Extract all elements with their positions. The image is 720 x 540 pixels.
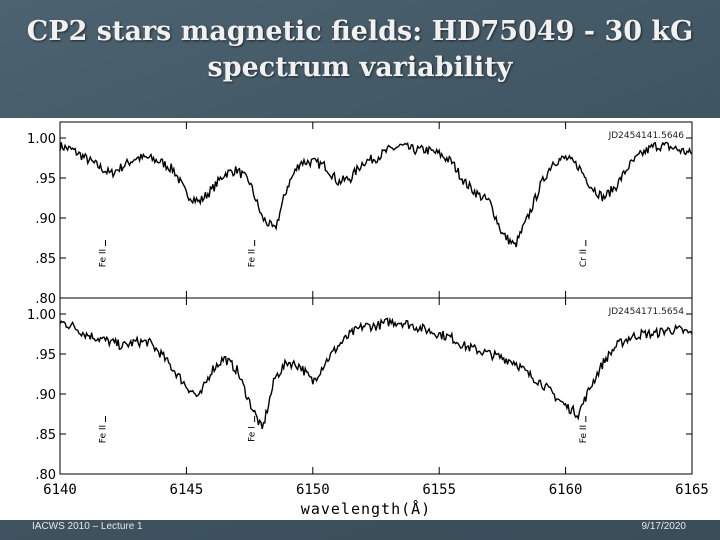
line-id-label: Fe II xyxy=(579,425,589,443)
y-tick-label: .85 xyxy=(35,252,56,267)
y-tick-label: .90 xyxy=(35,388,56,403)
figure-background xyxy=(0,118,720,520)
x-tick-label: 6160 xyxy=(549,482,583,498)
spectrum-figure: 1.00 .95 .90 .85 .80 JD2454141.5646 Fe II Fe II… xyxy=(0,118,720,520)
x-tick-label: 6145 xyxy=(170,482,204,498)
y-tick-label: .95 xyxy=(35,348,56,363)
panel-2-spectrum-line xyxy=(59,316,693,430)
y-tick-label: 1.00 xyxy=(27,132,56,147)
x-axis-label: wavelength(Å) xyxy=(301,499,431,518)
panel-2-jd-label: JD2454171.5654 xyxy=(608,307,685,317)
line-id-label: Fe II xyxy=(99,425,109,443)
x-tick-label: 6140 xyxy=(43,482,77,498)
x-tick-label: 6165 xyxy=(675,482,709,498)
slide-title-line-2: spectrum variability xyxy=(207,52,513,83)
footer-date: 9/17/2020 xyxy=(641,521,687,532)
panel-2-frame xyxy=(59,297,693,475)
line-id-label: Fe II xyxy=(99,249,109,267)
y-tick-label: .80 xyxy=(35,468,56,483)
x-tick-label: 6155 xyxy=(422,482,456,498)
y-tick-label: .95 xyxy=(35,172,56,187)
line-id-label: Fe II xyxy=(248,249,258,267)
y-tick-label: .80 xyxy=(35,292,56,307)
slide-title-line-1: CP2 stars magnetic fields: HD75049 - 30 … xyxy=(26,16,694,47)
footer-left: IACWS 2010 – Lecture 1 xyxy=(32,521,143,532)
y-tick-label: .90 xyxy=(35,212,56,227)
panel-1-jd-label: JD2454141.5646 xyxy=(608,131,685,141)
x-tick-label: 6150 xyxy=(296,482,330,498)
line-id-label: Fe I xyxy=(248,426,258,442)
slide-title: CP2 stars magnetic fields: HD75049 - 30 … xyxy=(0,14,720,86)
line-id-label: Cr II xyxy=(579,249,589,267)
y-tick-label: 1.00 xyxy=(27,308,56,323)
y-tick-label: .85 xyxy=(35,428,56,443)
panel-1-spectrum-line xyxy=(59,141,693,248)
